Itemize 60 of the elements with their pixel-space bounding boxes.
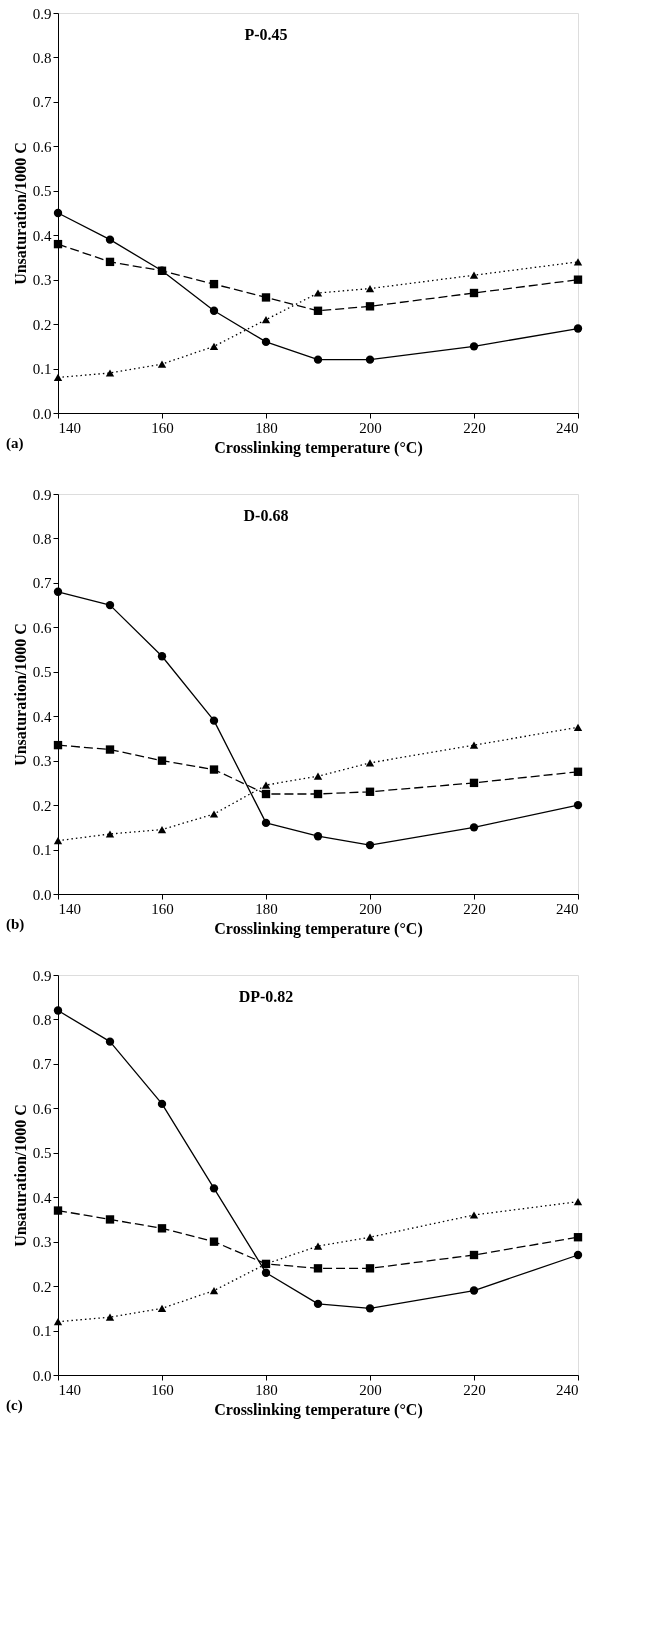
- y-tick-label: 0.3: [32, 1234, 52, 1251]
- y-tick-label: 0.6: [32, 1100, 52, 1117]
- x-tick-label: 240: [556, 1381, 579, 1398]
- y-tick-label: 0.0: [32, 405, 52, 422]
- y-tick-label: 0.7: [32, 1056, 52, 1073]
- y-tick-label: 0.2: [32, 316, 52, 333]
- y-tick-label: 0.5: [32, 183, 52, 200]
- y-tick-label: 0.3: [32, 272, 52, 289]
- text: DP-0.82: [238, 988, 294, 1005]
- y-tick-label: 0.8: [32, 530, 52, 547]
- y-tick-label: 0.2: [32, 797, 52, 814]
- y-tick-label: 0.1: [32, 1323, 52, 1340]
- x-tick-label: 240: [556, 419, 579, 436]
- y-tick-label: 0.5: [32, 664, 52, 681]
- x-tick-label: 220: [463, 419, 486, 436]
- y-tick-label: 0.7: [32, 575, 52, 592]
- y-tick-label: 0.4: [32, 708, 52, 725]
- y-tick-label: 0.1: [32, 842, 52, 859]
- y-tick-label: 0.5: [32, 1145, 52, 1162]
- x-tick-label: 160: [151, 900, 174, 917]
- y-tick-label: 0.0: [32, 1367, 52, 1384]
- y-tick-label: 0.0: [32, 886, 52, 903]
- x-axis-title: Crosslinking temperature (°C): [214, 1400, 423, 1419]
- x-tick-label: 180: [255, 1381, 278, 1398]
- x-tick-label: 180: [255, 900, 278, 917]
- y-tick-label: 0.6: [32, 619, 52, 636]
- y-tick-label: 0.2: [32, 1278, 52, 1295]
- x-tick-label: 180: [255, 419, 278, 436]
- y-tick-label: 0.4: [32, 227, 52, 244]
- x-axis-title: Crosslinking temperature (°C): [214, 919, 423, 938]
- y-axis-title: Unsaturation/1000 C: [11, 1104, 29, 1247]
- y-tick-label: 0.8: [32, 1011, 52, 1028]
- y-tick-label: 0.9: [32, 486, 52, 503]
- y-axis-title: Unsaturation/1000 C: [11, 623, 29, 766]
- x-tick-label: 140: [58, 1381, 81, 1398]
- y-tick-label: 0.1: [32, 361, 52, 378]
- x-tick-label: 220: [463, 1381, 486, 1398]
- x-tick-label: 200: [359, 1381, 382, 1398]
- x-tick-label: 200: [359, 900, 382, 917]
- x-tick-label: 140: [58, 419, 81, 436]
- y-axis-title: Unsaturation/1000 C: [11, 142, 29, 285]
- x-tick-label: 140: [58, 900, 81, 917]
- y-tick-label: 0.7: [32, 94, 52, 111]
- y-tick-label: 0.9: [32, 5, 52, 22]
- x-tick-label: 200: [359, 419, 382, 436]
- text: D-0.68: [243, 507, 289, 524]
- x-tick-label: 160: [151, 419, 174, 436]
- y-tick-label: 0.8: [32, 49, 52, 66]
- text: P-0.45: [244, 26, 288, 43]
- y-tick-label: 0.9: [32, 967, 52, 984]
- text: (c): [6, 1397, 23, 1414]
- x-tick-label: 240: [556, 900, 579, 917]
- x-axis-title: Crosslinking temperature (°C): [214, 438, 423, 457]
- x-tick-label: 220: [463, 900, 486, 917]
- y-tick-label: 0.3: [32, 753, 52, 770]
- text: (b): [6, 916, 25, 933]
- text: (a): [6, 435, 24, 452]
- x-tick-label: 160: [151, 1381, 174, 1398]
- y-tick-label: 0.4: [32, 1189, 52, 1206]
- y-tick-label: 0.6: [32, 138, 52, 155]
